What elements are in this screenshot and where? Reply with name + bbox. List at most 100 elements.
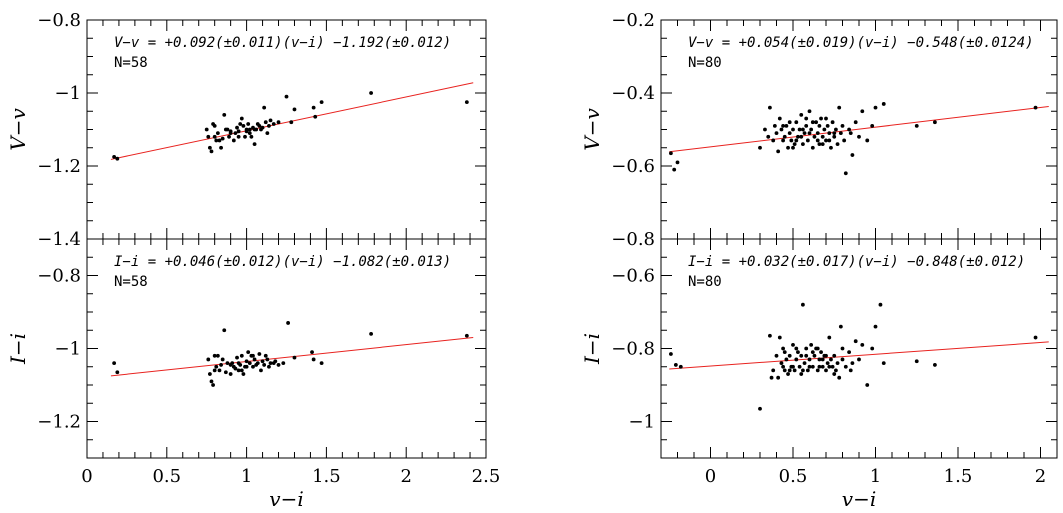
top-right-data-point xyxy=(843,171,848,176)
bottom-left-data-point xyxy=(252,357,257,362)
bottom-left-x-axis-title: v−i xyxy=(269,487,303,511)
top-left-data-point xyxy=(268,118,273,123)
top-left-data-point xyxy=(249,134,254,139)
top-right-data-point xyxy=(870,123,875,128)
bottom-right-data-point xyxy=(914,359,919,364)
top-right-data-point xyxy=(830,120,835,125)
bottom-right-data-point xyxy=(791,342,795,347)
top-right-data-point xyxy=(817,123,822,128)
top-left-data-point xyxy=(204,127,209,132)
bottom-right-data-point xyxy=(812,353,817,358)
bottom-left-data-point xyxy=(228,372,233,376)
top-right-y-tick-label: −0.8 xyxy=(611,229,655,250)
top-right-data-point xyxy=(850,153,855,157)
top-right-data-point xyxy=(805,138,810,143)
bottom-left-fit-line xyxy=(110,337,474,377)
top-right-data-point xyxy=(914,123,919,128)
top-left-y-tick-label: −1 xyxy=(54,83,81,104)
top-left-data-point xyxy=(215,131,220,136)
top-right-y-tick-label: −0.6 xyxy=(611,156,655,177)
bottom-right-data-point xyxy=(810,350,815,355)
top-right-data-point xyxy=(794,120,799,125)
top-right-data-point xyxy=(771,138,776,143)
top-right-data-point xyxy=(933,120,937,125)
bottom-right-data-point xyxy=(771,368,776,373)
top-left-data-point xyxy=(289,120,294,125)
top-left-data-point xyxy=(228,131,233,136)
bottom-right-data-point xyxy=(848,368,853,373)
top-left-data-point xyxy=(263,120,268,125)
bottom-right-data-point xyxy=(801,302,805,307)
top-right-data-point xyxy=(847,127,851,132)
bottom-left-data-point xyxy=(286,321,290,325)
bottom-left-data-point xyxy=(268,361,273,365)
bottom-right-data-point xyxy=(1033,335,1038,340)
bottom-right-data-point xyxy=(776,375,781,380)
bottom-left-data-point xyxy=(369,332,373,336)
bottom-left-data-point xyxy=(207,372,212,376)
top-right-data-point xyxy=(807,109,812,114)
bottom-right-data-point xyxy=(805,368,810,373)
bottom-left-data-point xyxy=(209,379,214,384)
top-right-data-point xyxy=(801,142,805,147)
top-right-data-point xyxy=(772,123,777,128)
top-right-data-point xyxy=(832,134,837,139)
bottom-left-data-point xyxy=(260,359,265,364)
top-left-data-point xyxy=(235,125,239,130)
bottom-left-data-point xyxy=(236,361,241,365)
bottom-left-data-point xyxy=(251,364,255,369)
top-right-data-point xyxy=(796,134,800,139)
top-right-data-point xyxy=(781,123,785,128)
bottom-right-x-tick-label: 0 xyxy=(705,466,716,487)
bottom-left-data-point xyxy=(236,368,241,373)
top-left-data-point xyxy=(233,131,238,136)
bottom-right-data-point xyxy=(838,324,843,329)
top-right-data-point xyxy=(837,105,842,110)
top-right-data-point xyxy=(787,131,792,136)
top-left-data-point xyxy=(319,100,324,105)
top-right-data-point xyxy=(781,138,785,143)
bottom-right-y-tick-label: −1 xyxy=(628,412,655,433)
bottom-left-data-point xyxy=(228,363,233,367)
bottom-right-x-axis-title: v−i xyxy=(842,487,876,511)
top-right-data-point xyxy=(842,138,847,143)
bottom-left-data-point xyxy=(239,368,244,373)
top-left-data-point xyxy=(259,127,263,132)
top-left-data-point xyxy=(220,136,225,141)
top-right-data-point xyxy=(804,123,809,128)
top-right-data-point xyxy=(815,131,820,136)
bottom-right-data-point xyxy=(840,357,845,362)
top-right-y-tick-label: −0.4 xyxy=(611,83,655,104)
bottom-left-data-point xyxy=(255,361,260,365)
bottom-left-data-point xyxy=(222,328,227,333)
top-left-data-point xyxy=(214,138,219,143)
top-right-data-point xyxy=(675,160,680,165)
bottom-right-data-point xyxy=(878,302,883,307)
bottom-right-data-point xyxy=(825,361,830,365)
bottom-right-data-point xyxy=(804,353,809,358)
top-right-data-point xyxy=(829,145,833,150)
top-right-sample-size: N=80 xyxy=(688,55,722,71)
bottom-right-x-tick-label: 2 xyxy=(1035,466,1046,487)
bottom-right-data-point xyxy=(933,363,937,367)
top-right-data-point xyxy=(777,116,782,121)
top-right-y-tick-label: −0.2 xyxy=(611,10,655,31)
bottom-right-data-point xyxy=(817,357,822,362)
top-left-sample-size: N=58 xyxy=(114,55,148,71)
bottom-left-x-tick-label: 0 xyxy=(81,466,92,487)
bottom-left-data-point xyxy=(219,363,223,367)
top-right-data-point xyxy=(827,138,832,143)
bottom-right-data-point xyxy=(832,353,837,358)
top-left-data-point xyxy=(222,113,227,117)
top-left-data-point xyxy=(227,134,231,139)
bottom-left-data-point xyxy=(292,355,297,360)
top-right-data-point xyxy=(807,131,812,136)
bottom-right-data-point xyxy=(784,357,789,362)
top-left-data-point xyxy=(223,127,228,132)
bottom-right-data-point xyxy=(779,361,784,365)
top-left-data-point xyxy=(284,94,289,99)
bottom-right-x-tick-label: 1 xyxy=(870,466,881,487)
bottom-left-x-tick-label: 2 xyxy=(400,466,411,487)
top-right-data-point xyxy=(832,131,837,136)
bottom-right-frame xyxy=(660,238,1058,459)
